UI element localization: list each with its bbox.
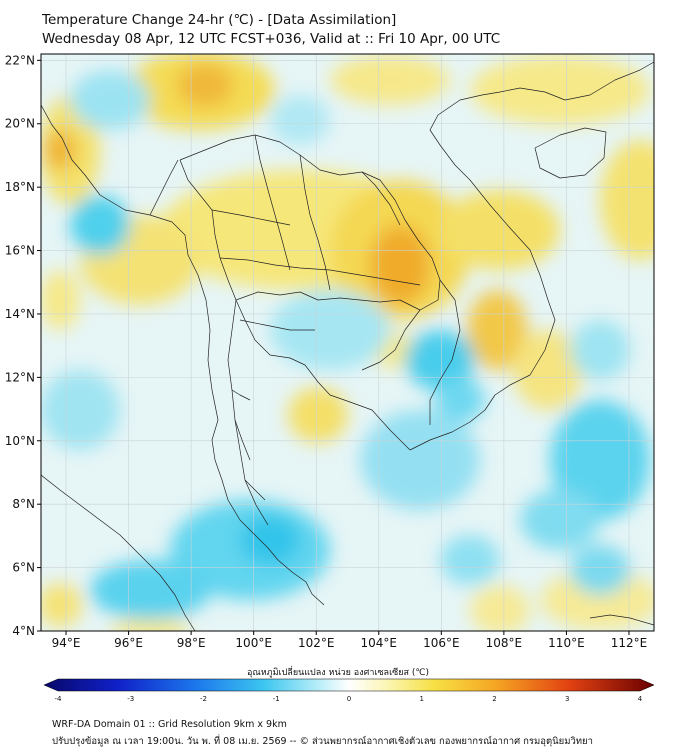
lon-tick-label: 106°E [423,636,460,650]
lat-tick-label: 4°N [12,624,35,638]
lat-tick-label: 20°N [5,117,35,131]
lat-tick-label: 16°N [5,244,35,258]
colorbar-tick-label: -4 [55,695,63,703]
lon-tick-label: 108°E [486,636,523,650]
lon-tick-label: 94°E [52,636,81,650]
colorbar-title: อุณหภูมิเปลี่ยนแปลง หน่วย องศาเซลเซียส (… [246,668,430,678]
lon-tick-label: 100°E [235,636,272,650]
colorbar-tick-label: 0 [347,695,351,703]
lat-tick-label: 6°N [12,561,35,575]
lon-tick-label: 112°E [611,636,648,650]
colorbar-tick-label: 3 [565,695,569,703]
lat-tick-label: 8°N [12,497,35,511]
latitude-labels: 22°N 20°N 18°N 16°N 14°N 12°N 10°N 8°N 6°N 4°N [5,53,41,638]
colorbar-ticks: -4 -3 -2 -1 0 1 2 3 4 [55,695,643,703]
lat-tick-label: 18°N [5,180,35,194]
lat-tick-label: 12°N [5,370,35,384]
map-subtitle-valid-time: Wednesday 08 Apr, 12 UTC FCST+036, Valid… [42,31,501,47]
longitude-labels: 94°E 96°E 98°E 100°E 102°E 104°E 106°E 108°E 110… [52,631,648,650]
coastlines-borders [41,61,654,631]
footer-model-info: WRF-DA Domain 01 :: Grid Resolution 9km … [52,719,287,730]
lon-tick-label: 96°E [114,636,143,650]
lat-tick-label: 22°N [5,53,35,67]
map-frame [40,53,655,632]
graticule-grid [41,54,654,632]
lon-tick-label: 110°E [548,636,585,650]
colorbar-tick-label: -1 [273,695,280,703]
lon-tick-label: 102°E [298,636,335,650]
colorbar-tick-label: 4 [638,695,643,703]
colorbar-tick-label: -3 [127,695,134,703]
lat-tick-label: 14°N [5,307,35,321]
lat-tick-label: 10°N [5,434,35,448]
lon-tick-label: 98°E [177,636,206,650]
footer-credit: ปรับปรุงข้อมูล ณ เวลา 19:00น. วัน พ. ที่… [52,736,593,747]
colorbar-tick-label: -2 [200,695,207,703]
map-title: Temperature Change 24-hr (℃) - [Data Ass… [42,12,397,28]
temperature-field [41,54,654,631]
colorbar-tick-label: 2 [492,695,496,703]
colorbar-tick-label: 1 [420,695,424,703]
lon-tick-label: 104°E [361,636,398,650]
colorbar [43,678,655,692]
